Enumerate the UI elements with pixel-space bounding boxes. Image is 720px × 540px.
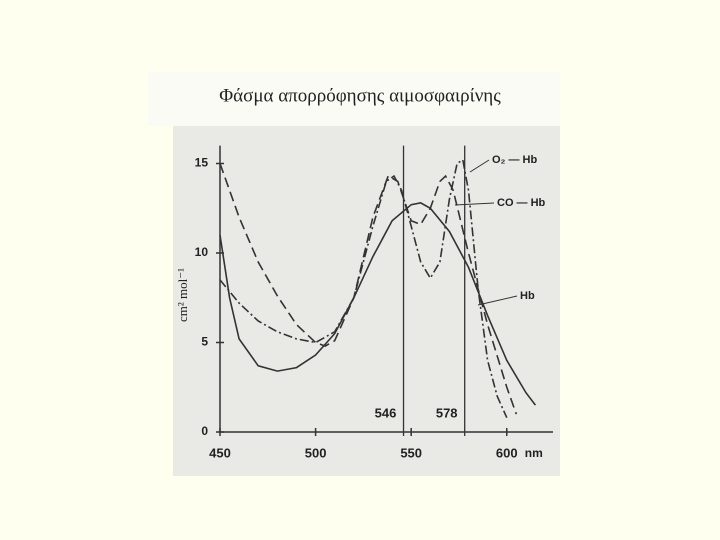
legend-label: CO — Hb bbox=[497, 197, 546, 209]
legend-leader bbox=[469, 159, 490, 173]
legend-leader bbox=[454, 202, 495, 206]
y-axis-label: cm² mol⁻¹ bbox=[175, 268, 190, 322]
legend-leader bbox=[477, 295, 518, 306]
legend-label: Hb bbox=[520, 290, 535, 302]
reference-label: 546 bbox=[375, 405, 397, 420]
chart-title: Φάσμα απορρόφησης αιμοσφαιρίνης bbox=[219, 85, 501, 106]
legend-label: O₂ — Hb bbox=[492, 154, 538, 166]
y-tick-label: 0 bbox=[201, 424, 208, 438]
x-tick-label: 600 bbox=[496, 445, 518, 460]
series-line bbox=[219, 163, 518, 415]
y-tick-label: 5 bbox=[201, 335, 208, 349]
x-axis-label: nm bbox=[525, 446, 543, 460]
y-tick-label: 15 bbox=[195, 156, 209, 170]
x-tick-label: 500 bbox=[305, 445, 327, 460]
reference-label: 578 bbox=[436, 405, 458, 420]
series-line bbox=[219, 202, 537, 406]
y-tick-label: 10 bbox=[195, 245, 209, 259]
x-tick-label: 450 bbox=[209, 445, 231, 460]
title-panel bbox=[148, 72, 560, 126]
x-tick-label: 550 bbox=[400, 445, 422, 460]
